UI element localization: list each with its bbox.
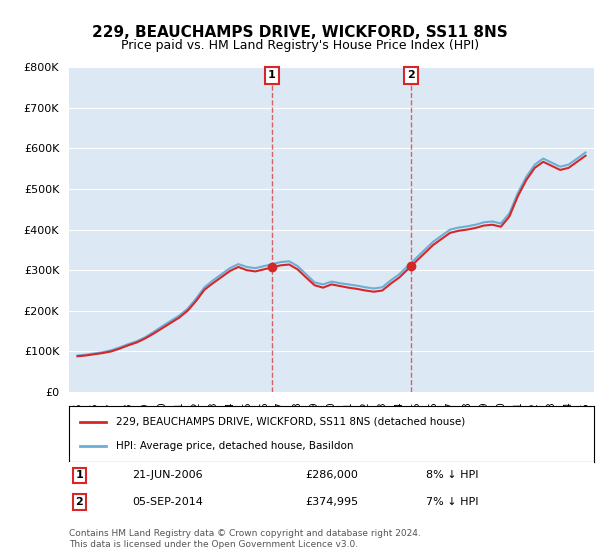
Text: 7% ↓ HPI: 7% ↓ HPI bbox=[426, 497, 479, 507]
Text: 2: 2 bbox=[407, 71, 415, 80]
Text: 229, BEAUCHAMPS DRIVE, WICKFORD, SS11 8NS (detached house): 229, BEAUCHAMPS DRIVE, WICKFORD, SS11 8N… bbox=[116, 417, 466, 427]
Text: 2: 2 bbox=[76, 497, 83, 507]
Text: HPI: Average price, detached house, Basildon: HPI: Average price, detached house, Basi… bbox=[116, 441, 354, 451]
Text: 21-JUN-2006: 21-JUN-2006 bbox=[132, 470, 203, 480]
Text: 1: 1 bbox=[268, 71, 275, 80]
Text: £374,995: £374,995 bbox=[305, 497, 358, 507]
Text: 8% ↓ HPI: 8% ↓ HPI bbox=[426, 470, 479, 480]
Text: 05-SEP-2014: 05-SEP-2014 bbox=[132, 497, 203, 507]
Text: 1: 1 bbox=[76, 470, 83, 480]
Text: Price paid vs. HM Land Registry's House Price Index (HPI): Price paid vs. HM Land Registry's House … bbox=[121, 39, 479, 52]
Text: £286,000: £286,000 bbox=[305, 470, 358, 480]
Text: 229, BEAUCHAMPS DRIVE, WICKFORD, SS11 8NS: 229, BEAUCHAMPS DRIVE, WICKFORD, SS11 8N… bbox=[92, 25, 508, 40]
Text: Contains HM Land Registry data © Crown copyright and database right 2024.
This d: Contains HM Land Registry data © Crown c… bbox=[69, 529, 421, 549]
